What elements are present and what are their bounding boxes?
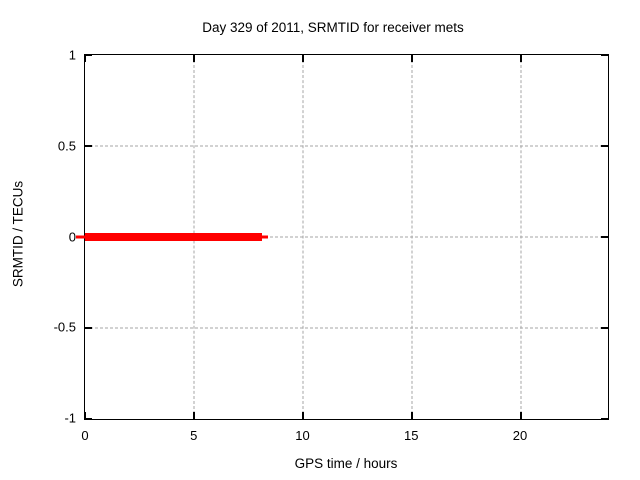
y-tick-labels: 1 0.5 0 -0.5 -1 bbox=[0, 48, 76, 426]
x-tick-mark bbox=[410, 412, 413, 419]
gridline-horizontal bbox=[85, 327, 608, 329]
y-tick-label: 0 bbox=[68, 229, 76, 244]
y-tick-mark-mirror bbox=[601, 236, 608, 238]
plot-area bbox=[76, 54, 609, 420]
x-tick-mark bbox=[519, 412, 522, 419]
x-tick-mark bbox=[192, 412, 195, 419]
y-tick-label: 0.5 bbox=[57, 138, 76, 154]
x-tick-mark bbox=[84, 412, 86, 419]
x-tick-mark-mirror bbox=[192, 55, 195, 62]
x-tick-label: 15 bbox=[404, 428, 419, 443]
y-tick-mark-mirror bbox=[601, 145, 608, 147]
y-tick-mark-mirror bbox=[601, 54, 608, 56]
gridline-horizontal bbox=[85, 145, 608, 147]
x-tick-label: 5 bbox=[190, 428, 198, 443]
x-tick-label: 10 bbox=[295, 428, 310, 443]
x-tick-mark-mirror bbox=[84, 55, 86, 62]
x-tick-label: 0 bbox=[81, 428, 89, 443]
y-tick-mark-mirror bbox=[601, 418, 608, 420]
y-tick-mark-mirror bbox=[601, 327, 608, 329]
y-tick-label: 1 bbox=[68, 47, 76, 63]
y-tick-label: -0.5 bbox=[53, 319, 76, 335]
y-tick-label: -1 bbox=[64, 410, 76, 426]
x-axis-label: GPS time / hours bbox=[294, 456, 398, 471]
y-tick-mark bbox=[85, 145, 92, 147]
x-tick-mark-mirror bbox=[519, 55, 522, 62]
chart-title: Day 329 of 2011, SRMTID for receiver met… bbox=[202, 20, 464, 35]
y-tick-mark bbox=[85, 418, 92, 420]
y-tick-mark bbox=[85, 327, 92, 329]
x-tick-mark-mirror bbox=[410, 55, 413, 62]
y-tick-mark bbox=[85, 54, 92, 56]
gridline-horizontal bbox=[85, 236, 608, 238]
series-line bbox=[85, 233, 262, 241]
x-tick-mark-mirror bbox=[301, 55, 304, 62]
x-tick-label: 20 bbox=[512, 428, 528, 443]
x-tick-labels: 0 5 10 15 20 bbox=[81, 428, 607, 444]
x-tick-mark bbox=[301, 412, 304, 419]
